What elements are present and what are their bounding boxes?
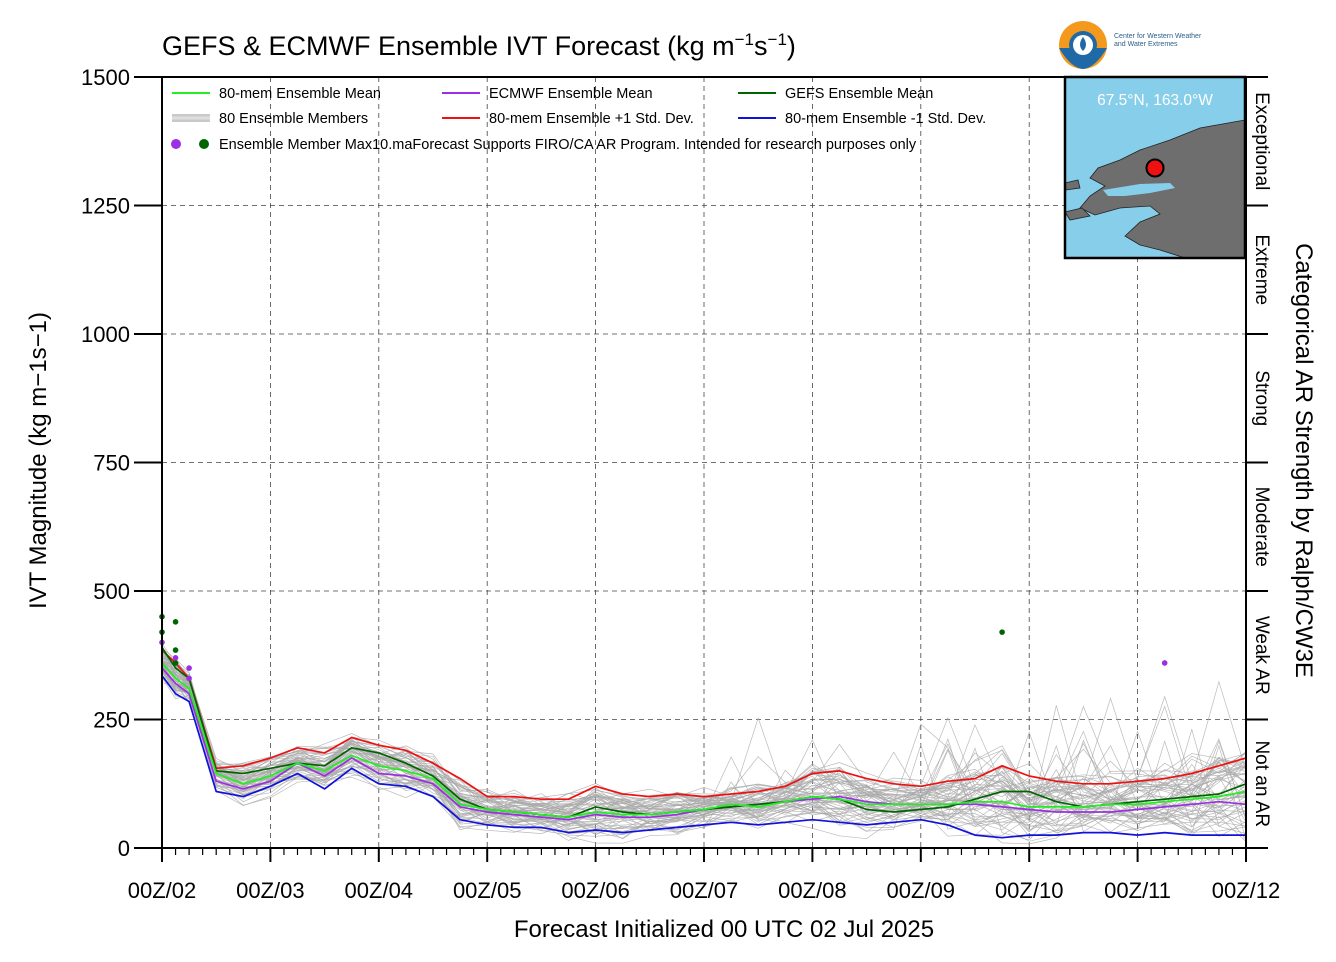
logo-line-2: and Water Extremes [1114,41,1178,48]
title-sup-2: −1 [767,30,787,49]
category-label: Not an AR [1251,740,1272,827]
legend-label: GEFS Ensemble Mean [785,86,933,102]
legend-label: Ensemble Member Max [219,137,373,153]
x-tick-label: 00Z/11 [1104,878,1171,903]
x-tick-label: 00Z/04 [345,878,414,903]
x-tick-label: 00Z/08 [778,878,847,903]
x-tick-label: 00Z/12 [1212,878,1281,903]
location-marker-icon [1145,158,1165,178]
legend-note: 10.maForecast Supports FIRO/CA AR Progra… [372,137,917,153]
ensemble-member-line [161,668,1247,834]
y-tick-label: 250 [93,708,130,733]
ensemble-member-line [161,668,1247,844]
ensemble-max-point [1161,660,1168,666]
inset-map: 67.5°N, 163.0°W [1063,75,1247,260]
axes-layer: 0 250 500 750 1000 1250 1500 00Z/02 00Z/03 00Z/04… [25,65,1317,943]
ensemble-member-line [161,671,1247,830]
x-tick-label: 00Z/07 [670,878,739,903]
ensemble-member-line [161,659,1247,824]
y-tick-label: 0 [118,836,130,861]
y-axis-label: IVT Magnitude (kg m−1s−1) [25,312,52,609]
x-tick-label: 00Z/06 [561,878,630,903]
ensemble-member-line [161,661,1247,816]
y-tick-label: 500 [93,579,130,604]
water-drop-icon [1080,37,1086,51]
x-tick-label: 00Z/02 [128,878,197,903]
ensemble-member-line [161,649,1247,811]
category-label: Weak AR [1251,616,1272,695]
ensemble-max-point [172,619,179,625]
category-label: Extreme [1251,234,1272,305]
series-80-mem-ensemble-1-std-dev [161,675,1246,839]
ensemble-max-point [172,647,179,653]
inset-location-label: 67.5°N, 163.0°W [1097,92,1213,109]
logo-line-1: Center for Western Weather [1114,33,1202,40]
ensemble-max-dots-layer [159,613,1168,682]
ensemble-member-line [161,668,1247,840]
category-label: Exceptional [1251,92,1272,190]
x-tick-label: 00Z/10 [995,878,1064,903]
y-tick-label: 1000 [81,322,130,347]
ensemble-member-line [161,671,1247,834]
title-end: ) [786,31,796,61]
series-80-mem-ensemble-mean [161,662,1247,819]
legend-label: 80-mem Ensemble +1 Std. Dev. [489,111,694,127]
logo-text: Center for Western Weather and Water Extr… [1114,33,1201,49]
y-tick-label: 750 [93,451,130,476]
inset-frame [1063,75,1247,260]
cw3e-logo [1059,21,1107,69]
x-axis-label: Forecast Initialized 00 UTC 02 Jul 2025 [514,916,934,943]
title-main: GEFS & ECMWF Ensemble IVT Forecast (kg m [162,31,735,61]
inset-sound [1103,183,1175,196]
legend-label: 80 Ensemble Members [219,111,368,127]
legend-label: 80-mem Ensemble -1 Std. Dev. [785,111,986,127]
ensemble-member-line [161,649,1247,809]
category-label: Moderate [1251,487,1272,567]
y-tick-label: 1250 [81,194,130,219]
legend: 80-mem Ensemble Mean ECMWF Ensemble Mean G… [171,86,986,153]
legend-dot [199,139,209,149]
series-ecmwf-ensemble-mean [161,667,1247,821]
ensemble-max-point [172,655,179,661]
legend-dot [171,139,181,149]
ensemble-member-line [161,661,1247,812]
title-mid: s [754,31,768,61]
ensemble-max-point [999,629,1005,635]
series-80-mem-ensemble-1-std-dev [161,649,1247,801]
ensemble-max-point [186,675,192,682]
y-tick-label: 1500 [81,65,130,90]
ensemble-max-point [172,660,179,666]
legend-label: ECMWF Ensemble Mean [489,86,653,102]
legend-label: 80-mem Ensemble Mean [219,86,381,102]
category-label: Strong [1251,370,1272,426]
title-sup-1: −1 [734,30,755,49]
series-layer [161,647,1247,839]
x-tick-label: 00Z/09 [887,878,956,903]
chart-title: GEFS & ECMWF Ensemble IVT Forecast (kg m… [162,30,796,62]
right-axis-label: Categorical AR Strength by Ralph/CW3E [1290,243,1317,678]
x-tick-label: 00Z/05 [453,878,522,903]
ensemble-member-line [161,651,1247,815]
x-tick-label: 00Z/03 [236,878,305,903]
ensemble-max-point [186,665,192,671]
